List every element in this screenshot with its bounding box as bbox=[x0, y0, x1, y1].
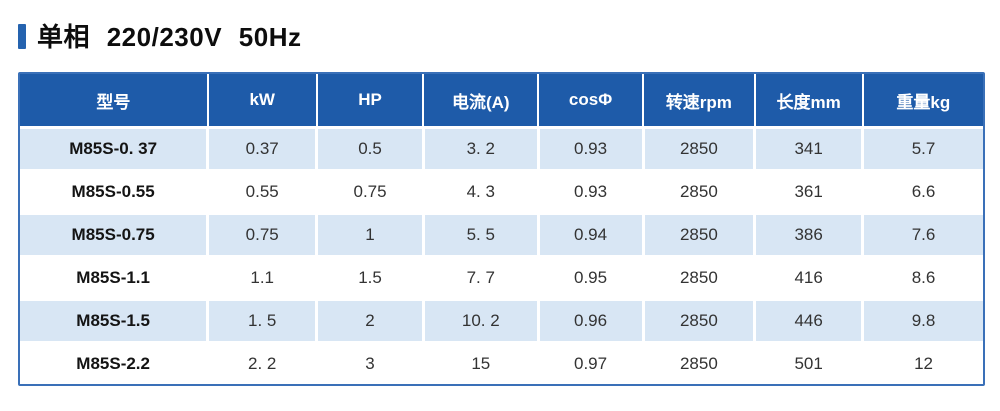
table-cell: 8.6 bbox=[861, 255, 983, 300]
cell-model: M85S-0.75 bbox=[20, 212, 208, 257]
spec-table-header: 型号 kW HP 电流(A) cosΦ 转速rpm 长度mm 重量kg bbox=[20, 74, 983, 128]
table-cell: 2850 bbox=[641, 298, 755, 343]
table-cell: 0.75 bbox=[206, 212, 317, 257]
table-cell: 361 bbox=[753, 169, 863, 214]
table-cell: 2850 bbox=[641, 341, 755, 384]
table-cell: 1. 5 bbox=[206, 298, 317, 343]
title-accent-bar bbox=[18, 23, 26, 49]
cell-model: M85S-0.55 bbox=[20, 169, 208, 214]
column-header: 电流(A) bbox=[422, 74, 539, 128]
table-row: M85S-1.5 1. 5 2 10. 2 0.96 2850 446 9.8 bbox=[20, 298, 983, 343]
table-cell: 501 bbox=[753, 341, 863, 384]
cell-model: M85S-1.5 bbox=[20, 298, 208, 343]
column-header: 转速rpm bbox=[642, 74, 755, 128]
table-cell: 7. 7 bbox=[421, 255, 539, 300]
table-cell: 386 bbox=[753, 212, 863, 257]
table-cell: 341 bbox=[753, 126, 863, 171]
table-cell: 416 bbox=[753, 255, 863, 300]
header-row: 型号 kW HP 电流(A) cosΦ 转速rpm 长度mm 重量kg bbox=[20, 74, 983, 128]
table-cell: 446 bbox=[753, 298, 863, 343]
spec-table: 型号 kW HP 电流(A) cosΦ 转速rpm 长度mm 重量kg M85S-0. 37 0… bbox=[20, 74, 983, 384]
table-row: M85S-0.55 0.55 0.75 4. 3 0.93 2850 361 6.6 bbox=[20, 169, 983, 214]
table-cell: 0.97 bbox=[536, 341, 644, 384]
cell-model: M85S-1.1 bbox=[20, 255, 208, 300]
table-cell: 1 bbox=[315, 212, 424, 257]
table-cell: 2850 bbox=[641, 169, 755, 214]
table-cell: 5.7 bbox=[861, 126, 983, 171]
table-cell: 5. 5 bbox=[421, 212, 539, 257]
table-cell: 0.93 bbox=[536, 126, 644, 171]
cell-model: M85S-2.2 bbox=[20, 341, 208, 384]
table-cell: 4. 3 bbox=[421, 169, 539, 214]
column-header: HP bbox=[315, 74, 424, 128]
table-cell: 1.1 bbox=[206, 255, 317, 300]
column-header: kW bbox=[206, 74, 317, 128]
spec-table-container: 型号 kW HP 电流(A) cosΦ 转速rpm 长度mm 重量kg M85S-0. 37 0… bbox=[18, 72, 985, 386]
spec-table-body: M85S-0. 37 0.37 0.5 3. 2 0.93 2850 341 5.7 M85S-… bbox=[20, 126, 983, 384]
table-cell: 0.5 bbox=[315, 126, 424, 171]
table-cell: 3 bbox=[315, 341, 424, 384]
table-cell: 12 bbox=[861, 341, 983, 384]
table-cell: 0.55 bbox=[206, 169, 317, 214]
table-cell: 0.75 bbox=[315, 169, 424, 214]
table-cell: 6.6 bbox=[861, 169, 983, 214]
table-cell: 2 bbox=[315, 298, 424, 343]
column-header: cosΦ bbox=[537, 74, 644, 128]
cell-model: M85S-0. 37 bbox=[20, 126, 208, 171]
table-cell: 2850 bbox=[641, 126, 755, 171]
column-header: 型号 bbox=[20, 74, 208, 128]
table-cell: 3. 2 bbox=[421, 126, 539, 171]
section-title-row: 单相 220/230V 50Hz bbox=[0, 0, 1000, 52]
table-cell: 9.8 bbox=[861, 298, 983, 343]
column-header: 重量kg bbox=[861, 74, 983, 128]
table-row: M85S-2.2 2. 2 3 15 0.97 2850 501 12 bbox=[20, 341, 983, 384]
table-cell: 2850 bbox=[641, 212, 755, 257]
table-cell: 15 bbox=[421, 341, 539, 384]
table-cell: 7.6 bbox=[861, 212, 983, 257]
page-title: 单相 220/230V 50Hz bbox=[37, 22, 302, 52]
table-cell: 1.5 bbox=[315, 255, 424, 300]
table-cell: 2. 2 bbox=[206, 341, 317, 384]
table-row: M85S-0.75 0.75 1 5. 5 0.94 2850 386 7.6 bbox=[20, 212, 983, 257]
table-cell: 0.95 bbox=[536, 255, 644, 300]
table-row: M85S-1.1 1.1 1.5 7. 7 0.95 2850 416 8.6 bbox=[20, 255, 983, 300]
table-cell: 0.93 bbox=[536, 169, 644, 214]
table-cell: 10. 2 bbox=[421, 298, 539, 343]
column-header: 长度mm bbox=[753, 74, 863, 128]
table-row: M85S-0. 37 0.37 0.5 3. 2 0.93 2850 341 5.7 bbox=[20, 126, 983, 171]
table-cell: 0.96 bbox=[536, 298, 644, 343]
table-cell: 2850 bbox=[641, 255, 755, 300]
table-cell: 0.37 bbox=[206, 126, 317, 171]
table-cell: 0.94 bbox=[536, 212, 644, 257]
